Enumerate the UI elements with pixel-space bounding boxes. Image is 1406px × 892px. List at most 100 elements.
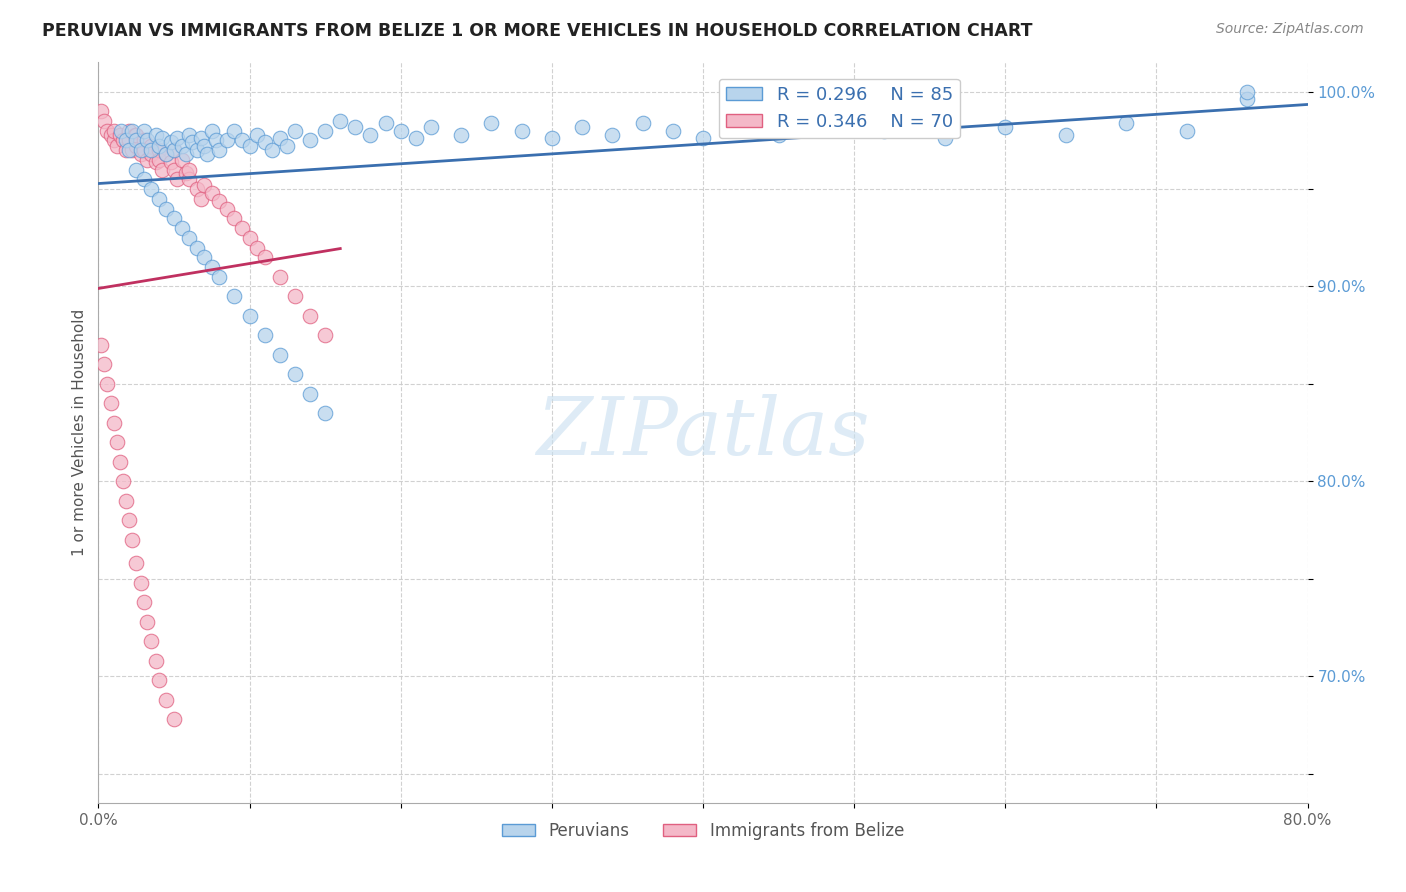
Point	[135, 153, 157, 167]
Point	[163, 143, 186, 157]
Point	[181, 136, 204, 150]
Point	[299, 133, 322, 147]
Point	[100, 396, 122, 410]
Point	[166, 172, 188, 186]
Point	[208, 143, 231, 157]
Point	[160, 136, 183, 150]
Point	[105, 139, 128, 153]
Y-axis label: 1 or more Vehicles in Household: 1 or more Vehicles in Household	[72, 309, 87, 557]
Point	[118, 123, 141, 137]
Point	[481, 116, 503, 130]
Point	[994, 120, 1017, 134]
Point	[163, 211, 186, 226]
Point	[148, 192, 170, 206]
Point	[239, 231, 262, 245]
Point	[124, 128, 146, 142]
Point	[125, 128, 148, 142]
Point	[276, 139, 298, 153]
Point	[661, 123, 683, 137]
Point	[934, 131, 956, 145]
Point	[132, 123, 155, 137]
Point	[284, 289, 307, 303]
Point	[103, 416, 125, 430]
Point	[193, 178, 215, 193]
Point	[344, 120, 367, 134]
Point	[148, 143, 170, 157]
Point	[246, 128, 269, 142]
Point	[231, 221, 253, 235]
Point	[873, 123, 896, 137]
Point	[179, 172, 201, 186]
Point	[389, 123, 412, 137]
Point	[179, 128, 201, 142]
Point	[450, 128, 472, 142]
Point	[118, 133, 141, 147]
Point	[1054, 128, 1077, 142]
Point	[145, 128, 167, 142]
Point	[129, 147, 152, 161]
Point	[239, 309, 262, 323]
Point	[186, 182, 208, 196]
Point	[103, 133, 125, 147]
Point	[299, 309, 322, 323]
Point	[205, 133, 228, 147]
Point	[224, 123, 246, 137]
Point	[150, 131, 173, 145]
Point	[135, 133, 157, 147]
Point	[692, 131, 714, 145]
Point	[132, 172, 155, 186]
Point	[224, 289, 246, 303]
Point	[239, 139, 262, 153]
Point	[135, 615, 157, 629]
Point	[103, 123, 125, 137]
Point	[1236, 85, 1258, 99]
Point	[125, 162, 148, 177]
Point	[129, 575, 152, 590]
Point	[540, 131, 562, 145]
Point	[262, 143, 284, 157]
Point	[253, 328, 276, 343]
Point	[208, 194, 231, 208]
Text: Source: ZipAtlas.com: Source: ZipAtlas.com	[1216, 22, 1364, 37]
Point	[163, 712, 186, 726]
Point	[174, 166, 197, 180]
Point	[253, 136, 276, 150]
Point	[160, 154, 183, 169]
Point	[145, 154, 167, 169]
Point	[93, 114, 115, 128]
Point	[329, 114, 352, 128]
Point	[141, 182, 163, 196]
Point	[186, 240, 208, 254]
Point	[405, 131, 427, 145]
Point	[170, 221, 193, 235]
Point	[179, 162, 201, 177]
Point	[813, 116, 835, 130]
Point	[100, 128, 122, 142]
Point	[108, 455, 131, 469]
Point	[150, 162, 173, 177]
Point	[141, 143, 163, 157]
Point	[269, 131, 291, 145]
Point	[374, 116, 396, 130]
Point	[631, 116, 654, 130]
Point	[269, 269, 291, 284]
Point	[141, 634, 163, 648]
Point	[163, 162, 186, 177]
Point	[155, 147, 177, 161]
Point	[768, 128, 790, 142]
Point	[602, 128, 624, 142]
Point	[148, 673, 170, 687]
Point	[170, 139, 193, 153]
Point	[132, 595, 155, 609]
Point	[121, 533, 143, 547]
Point	[125, 556, 148, 570]
Point	[155, 692, 177, 706]
Point	[208, 269, 231, 284]
Point	[215, 133, 238, 147]
Point	[96, 376, 118, 391]
Point	[114, 143, 136, 157]
Point	[118, 143, 141, 157]
Point	[90, 338, 112, 352]
Point	[723, 120, 745, 134]
Point	[193, 139, 215, 153]
